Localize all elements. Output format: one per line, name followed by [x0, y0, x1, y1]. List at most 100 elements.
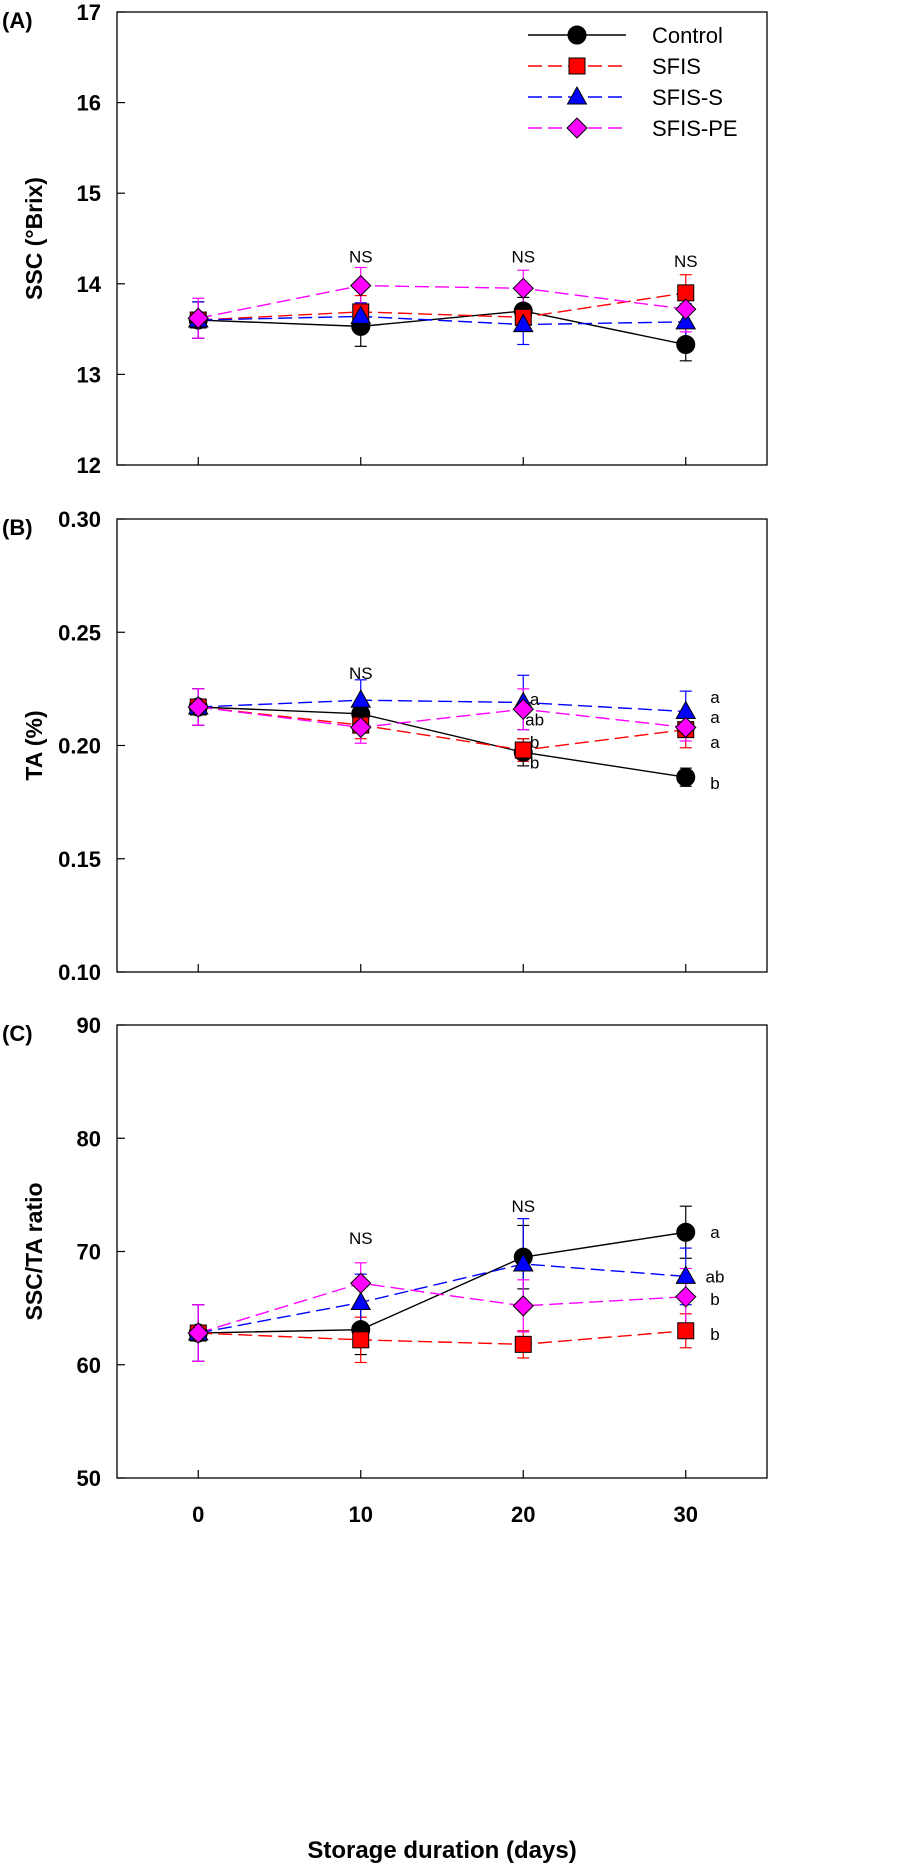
annotation-label: a — [710, 688, 720, 707]
y-tick-label: 14 — [77, 272, 102, 297]
data-point-sfis-s — [350, 689, 372, 708]
annotation-label: b — [530, 733, 539, 752]
data-point-sfis-pe — [350, 716, 372, 739]
y-tick-label: 15 — [77, 181, 101, 206]
annotation-label: NS — [349, 664, 373, 683]
series-line-sfis-s — [198, 699, 686, 713]
data-point-sfis-pe — [675, 716, 697, 739]
annotation-label: NS — [349, 1229, 373, 1248]
legend: Control SFIS SFIS-S SFIS-PE — [528, 23, 738, 141]
x-tick-label: 30 — [674, 1502, 698, 1527]
annotation-label: NS — [511, 248, 535, 267]
y-tick-label: 70 — [77, 1240, 101, 1265]
x-tick-label: 20 — [511, 1502, 535, 1527]
series-line-sfis-pe — [198, 1282, 686, 1334]
data-point-sfis-s — [675, 700, 697, 720]
annotation-label: b — [530, 753, 539, 772]
data-point-sfis-pe — [187, 1322, 209, 1344]
data-point-control — [676, 767, 696, 787]
y-tick-label: 90 — [77, 1013, 101, 1038]
data-point-sfis-pe — [512, 698, 534, 720]
y-tick-label: 16 — [77, 91, 101, 116]
data-point-sfis — [677, 284, 695, 302]
annotation-label: NS — [674, 252, 698, 271]
series-line-sfis-s — [198, 1263, 686, 1334]
data-point-control — [676, 335, 696, 355]
annotation-label: a — [530, 690, 540, 709]
legend-label: Control — [652, 23, 723, 48]
data-point-sfis-pe — [187, 696, 209, 718]
data-point-sfis — [514, 1335, 532, 1353]
series-line-control — [198, 706, 686, 778]
data-point-sfis-s — [350, 1291, 372, 1310]
data-point-sfis-pe — [187, 307, 209, 329]
annotation-label: ab — [525, 710, 544, 729]
x-axis-label: Storage duration (days) — [307, 1837, 576, 1864]
annotation-label: a — [710, 708, 720, 727]
y-axis-label: SSC (°Brix) — [21, 177, 47, 300]
data-point-sfis-s — [512, 1252, 534, 1272]
annotation-label: a — [710, 733, 720, 752]
y-tick-label: 17 — [77, 0, 101, 25]
chart-panel-3: 50 60 70 80 90 0 10 20 30 (C) SSC/TA ratio NS NS a ab b… — [2, 1013, 768, 1527]
data-point-sfis-pe — [350, 274, 372, 297]
x-tick-label: 0 — [192, 1502, 204, 1527]
panel-label: (A) — [2, 8, 33, 33]
series-line-sfis — [198, 1330, 686, 1346]
plot-frame — [116, 11, 768, 466]
series-line-sfis — [198, 292, 686, 321]
data-point-sfis-s — [512, 313, 534, 333]
y-tick-label: 60 — [77, 1353, 101, 1378]
y-tick-label: 0.30 — [58, 507, 101, 532]
data-point-sfis-pe — [512, 277, 534, 300]
legend-marker-sfis-pe — [566, 117, 588, 139]
y-tick-label: 0.20 — [58, 734, 101, 759]
y-tick-label: 0.25 — [58, 620, 101, 645]
y-tick-label: 0.10 — [58, 960, 101, 985]
annotation-label: a — [710, 1223, 720, 1242]
series-line-sfis-s — [198, 315, 686, 326]
data-point-sfis-pe — [675, 1286, 697, 1308]
series-line-sfis — [198, 706, 686, 751]
annotation-label: b — [710, 774, 719, 793]
y-axis-label: TA (%) — [21, 710, 47, 780]
y-tick-label: 13 — [77, 362, 101, 387]
data-point-sfis-pe — [512, 1295, 534, 1317]
legend-label: SFIS — [652, 54, 701, 79]
chart-panel-1: 12 13 14 15 16 17 (A) SSC (°Brix) NS NS NS — [2, 0, 768, 478]
y-tick-label: 12 — [77, 453, 101, 478]
data-point-sfis-s — [675, 1265, 697, 1284]
data-point-sfis-s — [675, 310, 697, 330]
legend-marker-control — [567, 25, 587, 45]
panel-label: (B) — [2, 515, 33, 540]
data-point-sfis-pe — [350, 1272, 372, 1294]
plot-frame — [116, 518, 768, 973]
y-tick-label: 0.15 — [58, 847, 101, 872]
x-tick-label: 10 — [349, 1502, 373, 1527]
data-point-control — [676, 1222, 696, 1242]
y-axis-label: SSC/TA ratio — [21, 1182, 47, 1320]
legend-marker-sfis — [568, 57, 586, 75]
series-line-sfis-pe — [198, 706, 686, 729]
legend-marker-sfis-s — [566, 85, 588, 105]
legend-label: SFIS-PE — [652, 116, 738, 141]
annotation-label: ab — [706, 1267, 725, 1286]
annotation-label: NS — [511, 1197, 535, 1216]
y-tick-label: 50 — [77, 1466, 101, 1491]
annotation-label: NS — [349, 248, 373, 267]
series-line-sfis-pe — [198, 284, 686, 319]
annotation-label: b — [710, 1325, 719, 1344]
y-tick-label: 80 — [77, 1126, 101, 1151]
data-point-sfis — [352, 1331, 370, 1349]
legend-label: SFIS-S — [652, 85, 723, 110]
annotation-label: b — [710, 1290, 719, 1309]
plot-frame — [116, 1024, 768, 1479]
panel-label: (C) — [2, 1021, 33, 1046]
data-point-sfis — [514, 741, 532, 759]
data-point-sfis-pe — [675, 298, 697, 320]
series-line-control — [198, 310, 686, 346]
data-point-sfis-s — [350, 305, 372, 324]
series-line-control — [198, 1231, 686, 1334]
